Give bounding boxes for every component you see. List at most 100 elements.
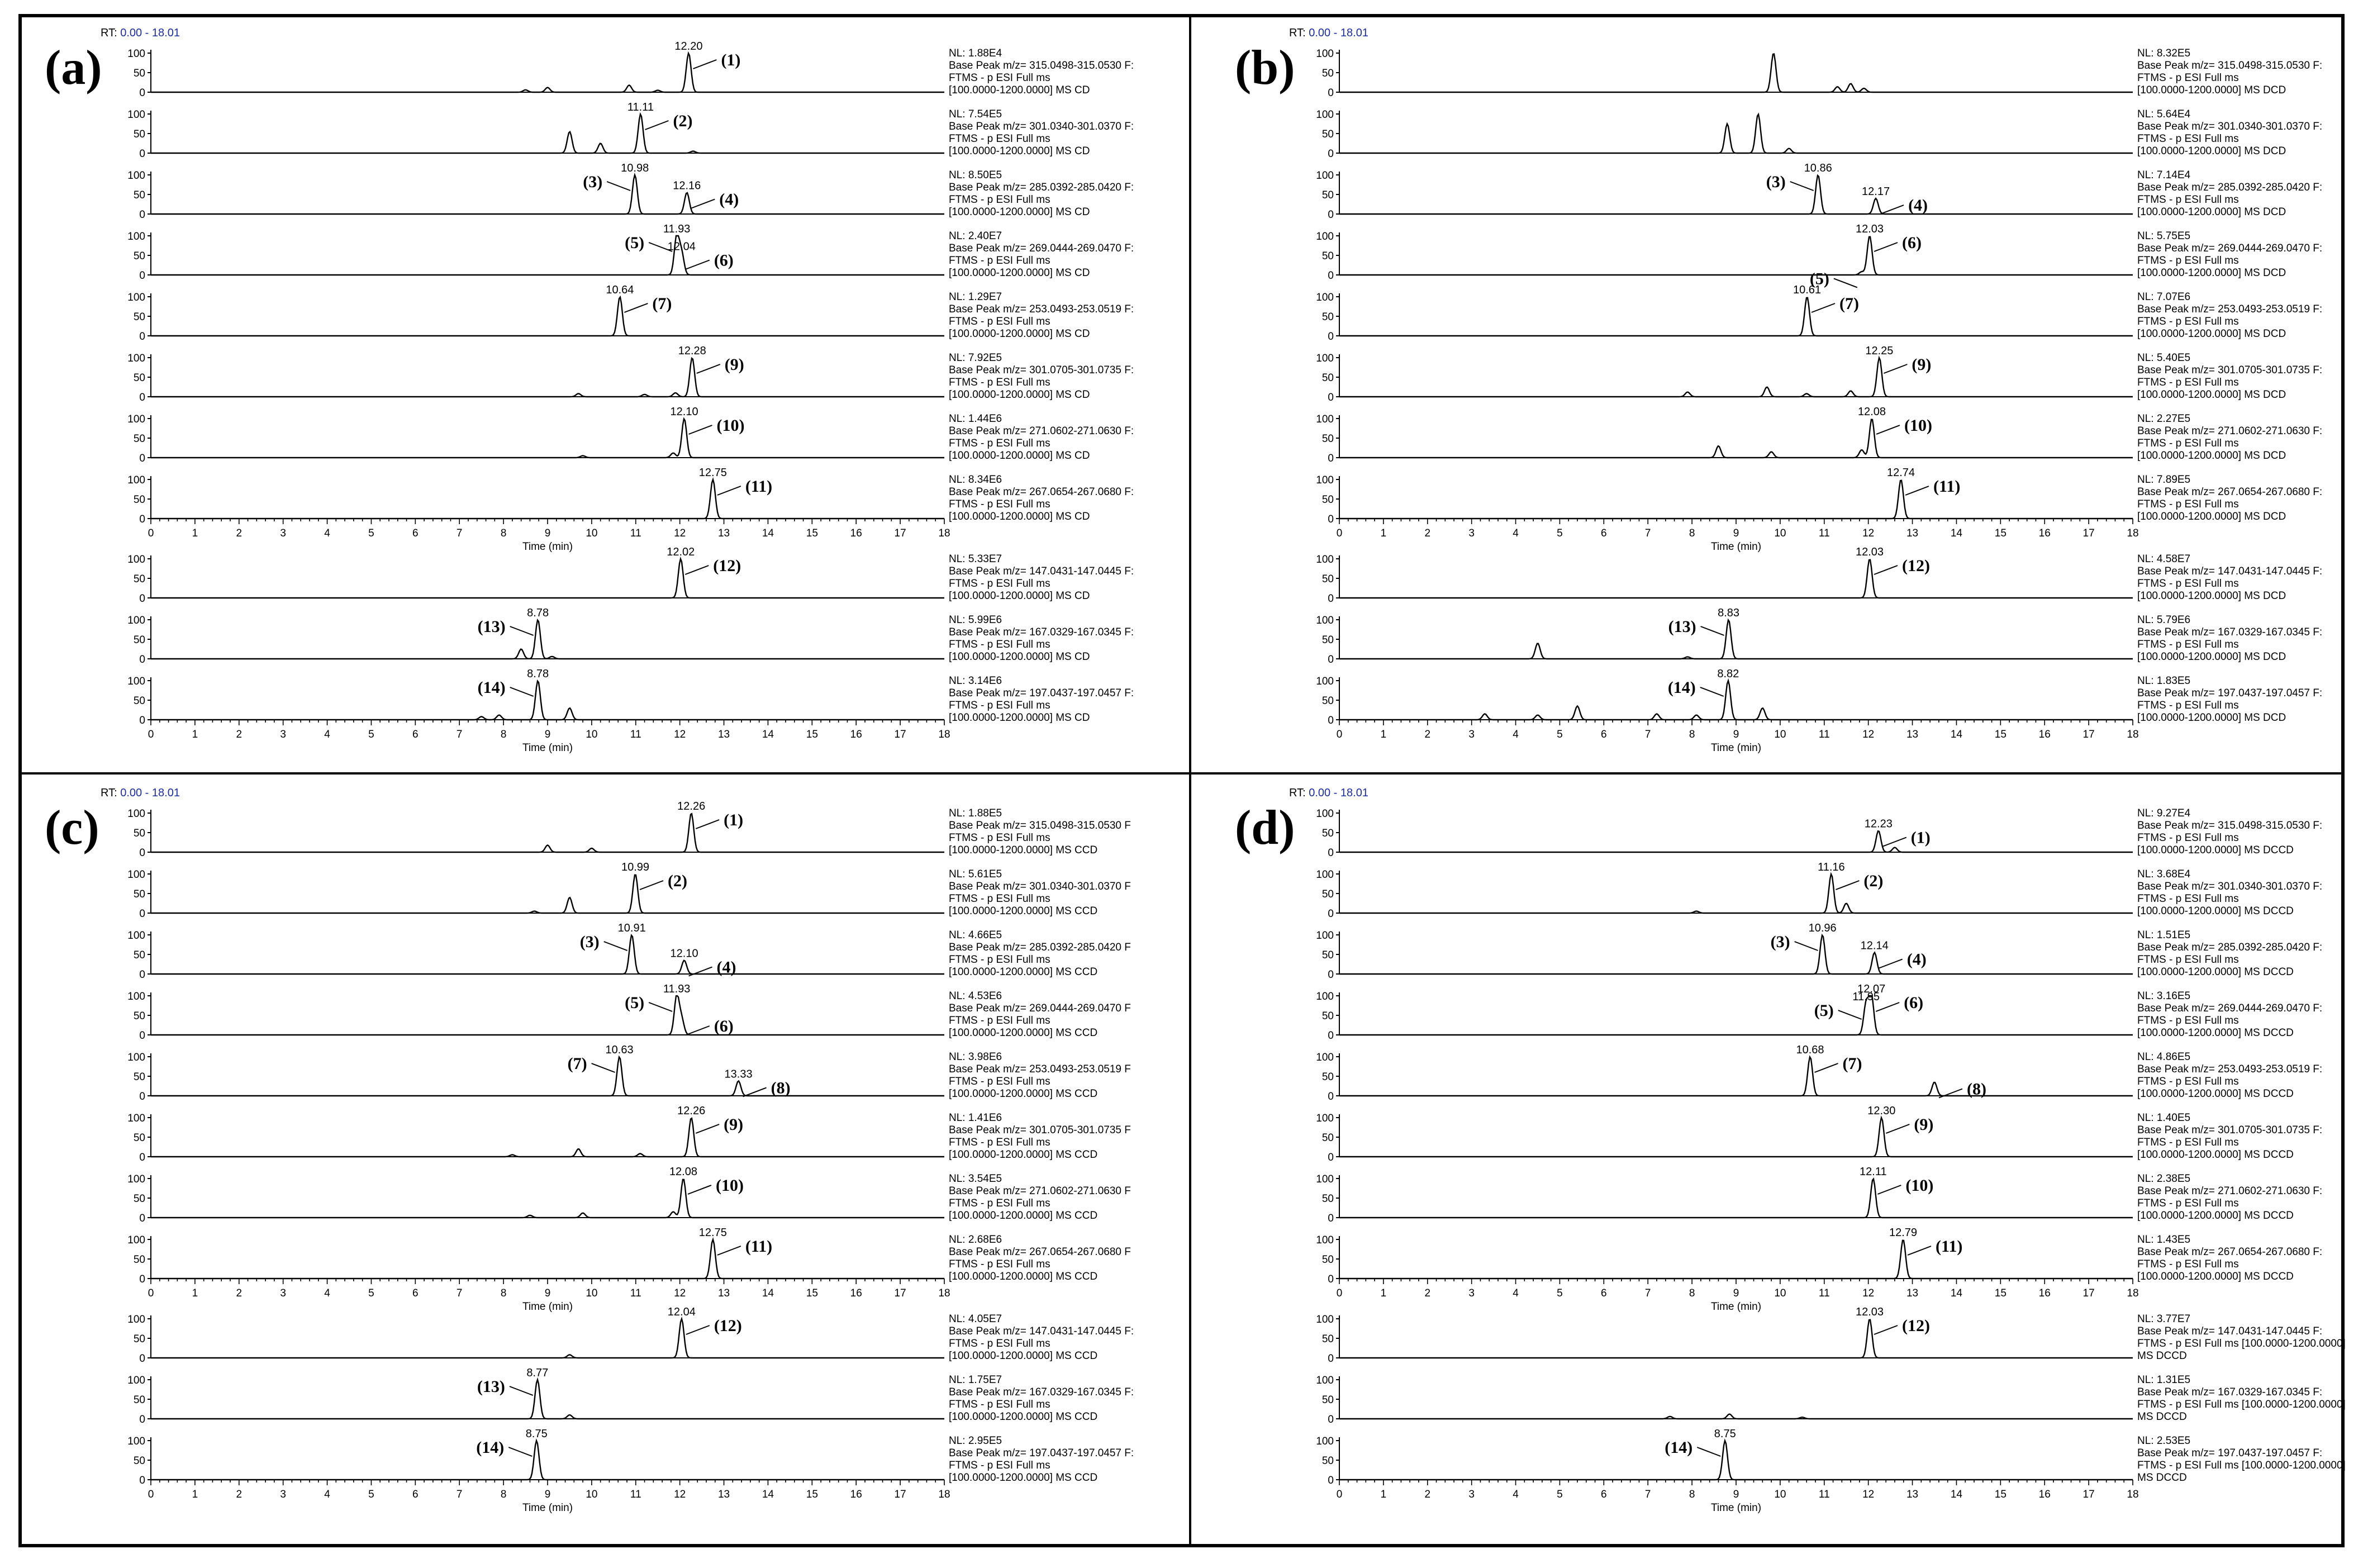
y-tick-label: 100 — [127, 1436, 145, 1447]
x-tick-label: 3 — [280, 729, 286, 740]
peak-callout-line — [1874, 1325, 1898, 1335]
nl-value: NL: 1.40E5 — [2137, 1112, 2190, 1124]
figure-border — [18, 14, 2345, 1547]
scan-filter-mz: Base Peak m/z= 267.0654-267.0680 F — [949, 1246, 1131, 1258]
scan-filter-range: [100.0000-1200.0000] MS DCD — [2137, 712, 2286, 724]
compound-label-2: (8) — [771, 1078, 791, 1097]
scan-filter-range: [100.0000-1200.0000] MS CCD — [949, 1027, 1097, 1039]
scan-filter-mz: Base Peak m/z= 315.0498-315.0530 F: — [2137, 60, 2322, 72]
chromatogram-trace — [1339, 830, 2133, 853]
scan-filter-mz: Base Peak m/z= 301.0705-301.0735 F — [949, 1124, 1131, 1136]
x-tick-label: 13 — [718, 1489, 730, 1500]
y-tick-label: 50 — [134, 695, 145, 707]
y-tick-label: 0 — [1328, 654, 1334, 666]
x-tick-label: 0 — [1337, 729, 1343, 740]
x-tick-label: 1 — [1381, 1287, 1387, 1299]
peak-callout-line — [603, 941, 628, 951]
peak-callout-line — [645, 120, 669, 130]
scan-filter-mode: FTMS - p ESI Full ms — [949, 255, 1050, 267]
y-tick-label: 0 — [1328, 847, 1334, 859]
x-tick-label: 1 — [192, 1489, 198, 1500]
x-tick-label: 13 — [718, 1287, 730, 1299]
y-tick-label: 0 — [1328, 270, 1334, 282]
y-tick-label: 50 — [1322, 68, 1334, 79]
scan-filter-mode: FTMS - p ESI Full ms — [2137, 316, 2239, 327]
x-tick-label: 2 — [236, 729, 242, 740]
peak-callout-line — [1874, 242, 1898, 252]
y-tick-label: 100 — [1316, 1375, 1334, 1386]
chromatogram-trace — [1339, 479, 2133, 520]
peak-callout-line-2 — [686, 1025, 710, 1035]
peak-callout-line — [1885, 1124, 1910, 1134]
scan-filter-range: [100.0000-1200.0000] MS DCD — [2137, 511, 2286, 522]
x-tick-label: 8 — [501, 729, 507, 740]
scan-filter-range: [100.0000-1200.0000] MS DCCD — [2137, 1271, 2294, 1282]
x-tick-label: 12 — [1862, 1287, 1874, 1299]
x-tick-label: 2 — [1424, 528, 1430, 539]
scan-filter-mode: FTMS - p ESI Full ms — [949, 1460, 1050, 1471]
nl-value: NL: 5.79E6 — [2137, 614, 2190, 626]
scan-filter-range: [100.0000-1200.0000] MS DCCD — [2137, 1027, 2294, 1039]
compound-label: (13) — [477, 1377, 505, 1396]
y-tick-label: 0 — [139, 331, 145, 343]
scan-filter-mz: Base Peak m/z= 147.0431-147.0445 F: — [949, 566, 1134, 577]
x-tick-label: 11 — [1819, 729, 1830, 740]
panel-letter: (a) — [45, 41, 102, 95]
scan-filter-mode: FTMS - p ESI Full ms — [949, 194, 1050, 206]
scan-filter-range: [100.0000-1200.0000] MS CD — [949, 712, 1090, 724]
scan-filter-mz: Base Peak m/z= 253.0493-253.0519 F: — [949, 303, 1134, 315]
y-tick-label: 0 — [139, 148, 145, 160]
rt-range-value: 0.00 - 18.01 — [120, 787, 180, 799]
y-tick-label: 50 — [1322, 372, 1334, 384]
x-tick-label: 8 — [1689, 729, 1695, 740]
compound-label: (12) — [1902, 557, 1930, 575]
x-tick-label: 7 — [457, 528, 463, 539]
x-tick-label: 15 — [1995, 729, 2007, 740]
x-tick-label: 12 — [674, 1489, 686, 1500]
x-tick-label: 7 — [1645, 1287, 1651, 1299]
scan-filter-mode: FTMS - p ESI Full ms — [2137, 194, 2239, 206]
y-tick-label: 0 — [139, 1152, 145, 1163]
chromatogram-trace — [151, 235, 944, 276]
scan-filter-mz: Base Peak m/z= 271.0602-271.0630 F: — [2137, 425, 2322, 437]
nl-value: NL: 4.66E5 — [949, 929, 1002, 941]
y-tick-label: 50 — [1322, 1071, 1334, 1083]
scan-filter-mode: FTMS - p ESI Full ms — [949, 377, 1050, 388]
x-tick-label: 18 — [938, 1489, 950, 1500]
nl-value: NL: 7.54E5 — [949, 108, 1002, 120]
x-tick-label: 7 — [457, 1489, 463, 1500]
y-tick-label: 50 — [134, 1071, 145, 1083]
peak-callout-line — [696, 364, 721, 374]
x-tick-label: 17 — [2083, 528, 2095, 539]
x-tick-label: 6 — [1601, 729, 1607, 740]
panel-letter: (d) — [1235, 801, 1295, 855]
compound-label: (11) — [1933, 477, 1960, 496]
chromatogram-trace — [1339, 297, 2133, 337]
scan-filter-range: [100.0000-1200.0000] MS DCD — [2137, 450, 2286, 462]
scan-filter-mz: Base Peak m/z= 167.0329-167.0345 F: — [2137, 1386, 2322, 1398]
x-tick-label: 16 — [850, 1287, 862, 1299]
compound-label-2: (4) — [719, 191, 739, 209]
peak-rt-label: 12.08 — [1858, 406, 1886, 418]
y-tick-label: 0 — [1328, 1414, 1334, 1426]
y-tick-label: 0 — [139, 1213, 145, 1224]
x-tick-label: 11 — [630, 528, 641, 539]
peak-rt-label: 11.11 — [627, 101, 654, 113]
scan-filter-mz: Base Peak m/z= 301.0705-301.0735 F: — [2137, 364, 2322, 376]
compound-label-2: (6) — [714, 251, 734, 270]
x-tick-label: 15 — [1995, 528, 2007, 539]
